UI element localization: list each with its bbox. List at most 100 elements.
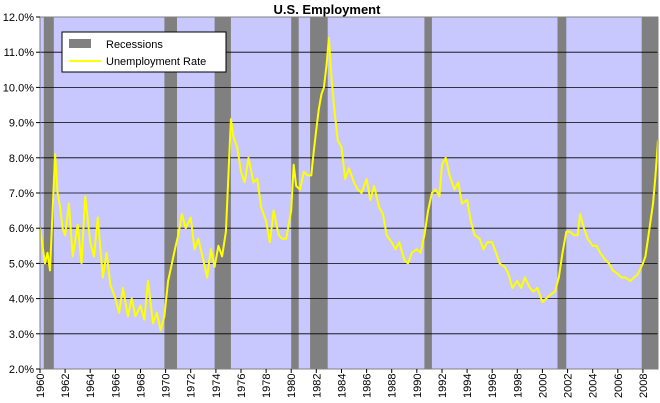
data-point-0-5 [51, 209, 54, 212]
x-tick-label-7: 1974 [211, 374, 223, 398]
data-point-0-116 [469, 220, 472, 223]
data-point-0-88 [356, 188, 359, 191]
data-point-0-163 [654, 174, 657, 177]
y-tick-label-1: 3.0% [9, 329, 34, 341]
x-tick-label-0: 1960 [35, 374, 47, 398]
data-point-0-126 [511, 287, 514, 289]
data-point-0-158 [642, 262, 644, 265]
legend: Recessions Unemployment Rate [61, 31, 227, 73]
y-tick-label-3: 5.0% [9, 258, 34, 270]
data-point-0-84 [340, 146, 343, 149]
data-point-0-70 [299, 188, 301, 191]
data-point-0-56 [243, 181, 246, 184]
data-point-0-12 [71, 255, 74, 258]
data-point-0-4 [49, 269, 51, 272]
x-tick-label-23: 2006 [613, 374, 625, 398]
data-point-0-143 [579, 213, 581, 216]
data-point-0-60 [260, 206, 262, 209]
data-point-0-15 [84, 195, 87, 198]
data-point-0-145 [586, 237, 589, 240]
y-tick-label-4: 6.0% [9, 223, 34, 235]
data-point-0-41 [189, 216, 192, 219]
data-point-0-150 [608, 262, 610, 265]
data-point-0-20 [105, 251, 108, 254]
data-point-0-153 [620, 276, 623, 279]
data-point-0-48 [217, 244, 220, 247]
data-point-0-97 [394, 248, 397, 251]
legend-label-recessions: Recessions [106, 39, 163, 51]
x-tick-label-10: 1980 [286, 374, 298, 398]
data-point-0-111 [448, 174, 451, 177]
data-point-0-120 [486, 241, 489, 244]
data-point-0-141 [572, 234, 575, 237]
data-point-0-76 [318, 107, 320, 110]
data-point-0-62 [269, 241, 271, 244]
data-point-0-87 [353, 181, 355, 184]
y-tick-label-10: 12.0% [3, 12, 34, 24]
x-tick-label-5: 1970 [161, 374, 173, 398]
x-tick-label-12: 1984 [337, 374, 349, 398]
data-point-0-80 [328, 37, 330, 39]
data-point-0-108 [438, 195, 441, 198]
data-point-0-138 [561, 251, 564, 254]
y-tick-label-6: 8.0% [9, 153, 34, 165]
data-point-0-99 [403, 259, 406, 261]
data-point-0-98 [398, 241, 401, 244]
data-point-0-58 [252, 181, 255, 184]
x-tick-label-17: 1994 [462, 374, 474, 398]
data-point-0-35 [167, 280, 170, 282]
data-point-0-74 [312, 149, 315, 152]
data-point-0-3 [46, 251, 49, 254]
x-axis: 1960 1962 1964 1966 1968 1970 1972 1974 1976 1978… [35, 369, 650, 398]
data-point-0-18 [96, 216, 99, 219]
x-tick-label-1: 1962 [60, 374, 72, 398]
data-point-0-127 [516, 280, 519, 282]
data-point-0-106 [431, 192, 433, 194]
data-point-0-119 [482, 248, 485, 251]
x-tick-label-4: 1968 [136, 374, 148, 398]
data-point-0-33 [159, 329, 162, 332]
data-point-0-103 [419, 251, 422, 254]
x-tick-label-6: 1972 [186, 374, 198, 398]
data-point-0-130 [529, 287, 531, 289]
data-point-0-68 [292, 163, 295, 166]
x-tick-label-2: 1964 [85, 374, 97, 398]
data-point-0-53 [232, 135, 235, 138]
data-point-0-139 [565, 230, 568, 233]
data-point-0-146 [591, 244, 594, 247]
data-point-0-14 [80, 262, 83, 265]
data-point-0-105 [427, 209, 429, 212]
data-point-0-136 [554, 290, 556, 293]
y-tick-label-8: 10.0% [3, 82, 34, 94]
data-point-0-155 [629, 280, 632, 282]
data-point-0-32 [155, 311, 158, 314]
data-point-0-46 [209, 248, 212, 251]
data-point-0-114 [461, 202, 463, 205]
data-point-0-10 [64, 234, 66, 237]
data-point-0-72 [306, 174, 309, 177]
data-point-0-54 [236, 146, 239, 149]
data-point-0-94 [382, 213, 384, 216]
data-point-0-9 [61, 227, 64, 230]
data-point-0-117 [473, 234, 476, 237]
data-point-0-86 [348, 167, 350, 170]
data-point-0-49 [221, 255, 224, 258]
x-tick-label-19: 1998 [512, 374, 524, 398]
legend-box [61, 31, 227, 73]
data-point-0-95 [385, 234, 388, 237]
data-point-0-52 [230, 118, 232, 120]
data-point-0-125 [507, 273, 510, 275]
y-tick-label-0: 2.0% [9, 364, 34, 376]
data-point-0-39 [181, 213, 183, 216]
data-point-0-131 [532, 290, 535, 293]
data-point-0-160 [647, 237, 649, 240]
data-point-0-137 [557, 276, 560, 279]
data-point-0-36 [171, 262, 173, 265]
data-point-0-37 [174, 244, 177, 247]
data-point-0-147 [595, 244, 598, 247]
data-point-0-128 [520, 287, 522, 289]
data-point-0-144 [583, 227, 585, 230]
data-point-0-1 [41, 244, 44, 247]
data-point-0-148 [599, 251, 602, 254]
data-point-0-96 [390, 241, 393, 244]
